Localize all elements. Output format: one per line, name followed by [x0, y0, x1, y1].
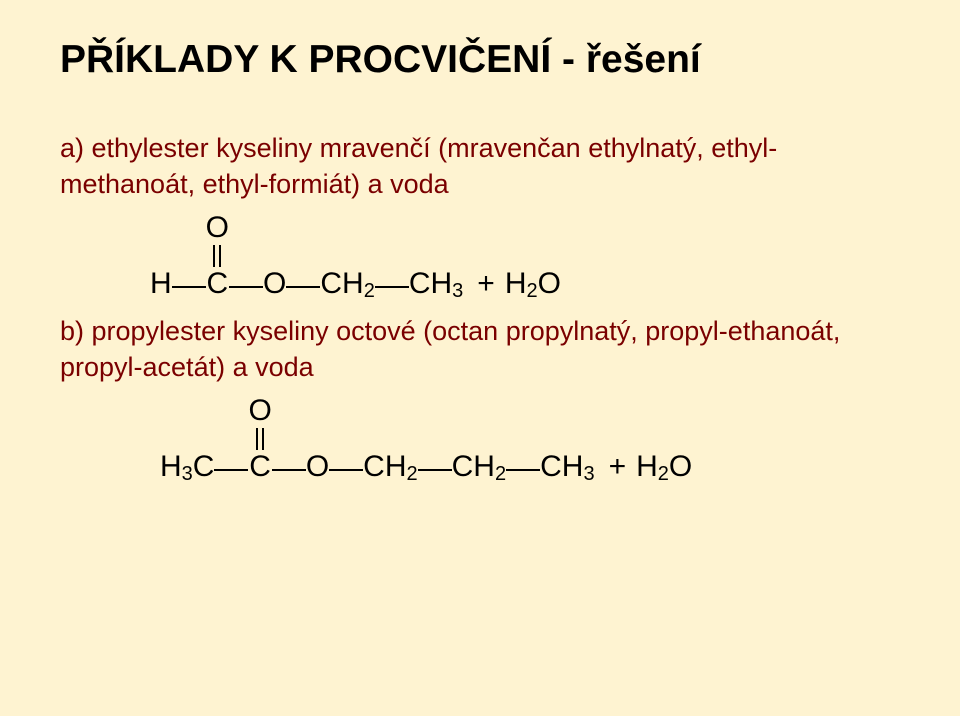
bond-icon — [229, 286, 263, 288]
plus-sign: + — [609, 452, 627, 482]
subscript: 3 — [452, 280, 463, 303]
atom-ch: CH — [409, 269, 452, 299]
atom-o: O — [538, 269, 561, 299]
subscript: 2 — [527, 280, 538, 303]
atom-ch: CH — [363, 452, 406, 482]
bond-icon — [375, 286, 409, 288]
atom-ch: CH — [320, 269, 363, 299]
bond-icon — [418, 469, 452, 471]
subscript: 2 — [407, 463, 418, 486]
atom-c: C — [193, 452, 215, 482]
answer-b: b) propylester kyseliny octové (octan pr… — [60, 313, 910, 386]
atom-o: O — [306, 452, 329, 482]
atom-h: H — [636, 452, 658, 482]
subscript: 2 — [495, 463, 506, 486]
bond-icon — [286, 286, 320, 288]
double-bond-icon — [256, 428, 264, 450]
atom-o-top: O — [206, 213, 229, 243]
atom-h: H — [505, 269, 527, 299]
slide-title: PŘÍKLADY K PROCVIČENÍ - řešení — [60, 38, 910, 82]
atom-ch: CH — [452, 452, 495, 482]
plus-sign: + — [477, 269, 495, 299]
formula-b: H3C O C O CH2 CH2 CH3 + H2O — [160, 396, 910, 482]
answer-a: a) ethylester kyseliny mravenčí (mravenč… — [60, 130, 910, 203]
bond-icon — [172, 286, 206, 288]
subscript: 3 — [182, 463, 193, 486]
carbonyl-group: O C — [206, 213, 229, 299]
atom-ch: CH — [540, 452, 583, 482]
formula-a: H O C O CH2 CH3 + H2O — [150, 213, 910, 299]
subscript: 2 — [364, 280, 375, 303]
bond-icon — [506, 469, 540, 471]
double-bond-icon — [213, 245, 221, 267]
atom-h: H — [160, 452, 182, 482]
atom-o: O — [669, 452, 692, 482]
atom-c: C — [207, 269, 229, 299]
bond-icon — [272, 469, 306, 471]
subscript: 2 — [658, 463, 669, 486]
bond-icon — [214, 469, 248, 471]
carbonyl-group: O C — [248, 396, 271, 482]
subscript: 3 — [583, 463, 594, 486]
bond-icon — [329, 469, 363, 471]
atom-h: H — [150, 269, 172, 299]
atom-c: C — [249, 452, 271, 482]
atom-o: O — [263, 269, 286, 299]
slide: PŘÍKLADY K PROCVIČENÍ - řešení a) ethyle… — [0, 0, 960, 716]
atom-o-top: O — [248, 396, 271, 426]
